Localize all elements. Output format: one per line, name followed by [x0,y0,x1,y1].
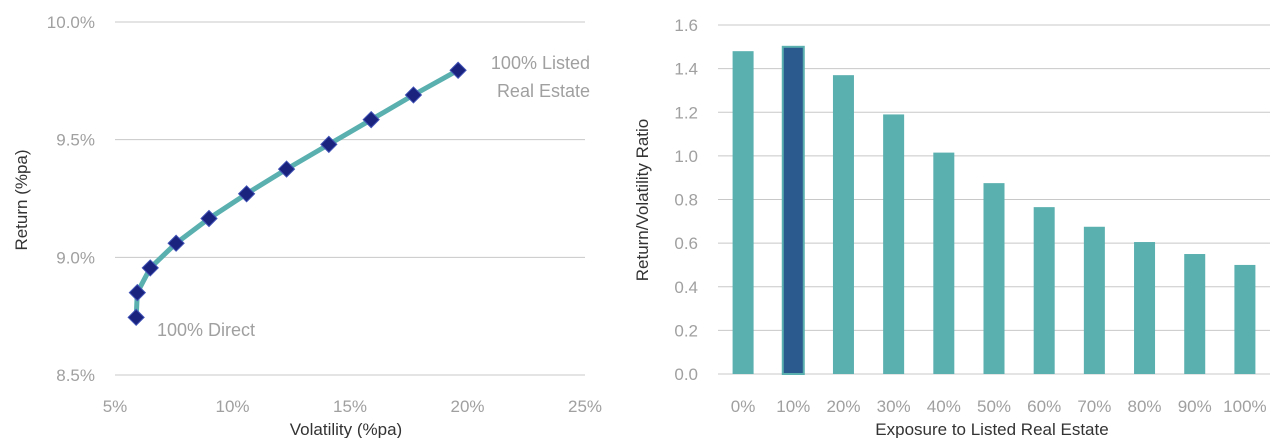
annotation-listed-line2: Real Estate [497,81,590,101]
right-y-axis-title: Return/Volatility Ratio [633,119,652,282]
right-x-tick-label: 50% [977,397,1011,416]
bar-90pct [1184,254,1206,374]
data-point-marker [128,283,147,302]
right-x-tick-label: 30% [877,397,911,416]
bar-80pct [1134,242,1156,374]
right-x-axis-title: Exposure to Listed Real Estate [875,420,1108,438]
data-point-marker [141,259,159,277]
left-x-tick-label: 5% [103,397,128,416]
right-y-tick-label: 0.4 [674,278,698,297]
left-y-tick-label: 10.0% [47,13,95,32]
data-point-marker [320,135,338,154]
left-x-axis-title: Volatility (%pa) [290,420,402,438]
data-point-marker [404,86,423,104]
data-point-marker [127,308,145,327]
right-y-tick-label: 1.4 [674,60,698,79]
right-x-tick-label: 80% [1128,397,1162,416]
data-point-marker [200,209,218,228]
left-y-tick-label: 9.0% [56,248,95,267]
left-x-tick-label: 25% [568,397,602,416]
frontier-chart: 8.5% 9.0% 9.5% 10.0% 5% 10% 15% 20% 25% 100% Di… [12,13,602,438]
annotation-direct: 100% Direct [157,320,255,340]
bar-30pct [883,114,905,375]
data-point-marker [449,61,467,79]
annotation-listed-line1: 100% Listed [491,53,590,73]
bar-100pct [1234,264,1256,374]
left-x-tick-label: 20% [450,397,484,416]
bar-60pct [1033,207,1055,374]
right-x-tick-label: 60% [1027,397,1061,416]
right-x-tick-label: 10% [776,397,810,416]
right-x-tick-label: 40% [927,397,961,416]
left-x-tick-label: 15% [333,397,367,416]
bar-40pct [933,152,955,374]
left-x-tick-label: 10% [215,397,249,416]
bar-20pct [832,75,854,374]
right-x-tick-label: 70% [1077,397,1111,416]
right-y-tick-label: 1.2 [674,103,698,122]
left-y-tick-label: 8.5% [56,366,95,385]
bar-50pct [983,183,1005,374]
left-y-axis-title: Return (%pa) [12,149,31,250]
data-point-marker [167,234,185,252]
bar-70pct [1083,226,1105,374]
right-y-tick-label: 0.0 [674,365,698,384]
right-y-tick-label: 1.0 [674,147,698,166]
right-y-tick-label: 0.8 [674,191,698,210]
data-point-marker [362,110,380,129]
data-point-marker [237,185,256,203]
left-y-tick-label: 9.5% [56,131,95,150]
right-x-tick-label: 90% [1178,397,1212,416]
bar-10pct [781,45,805,375]
right-x-tick-label: 100% [1223,397,1266,416]
bar-0pct [732,51,754,375]
data-point-marker [277,160,296,178]
right-y-tick-label: 0.2 [674,321,698,340]
ratio-bar-chart: 0.0 0.2 0.4 0.6 0.8 1.0 1.2 1.4 1.6 0% 10% 20% 30% 4… [633,16,1270,438]
right-y-tick-label: 0.6 [674,234,698,253]
right-y-tick-label: 1.6 [674,16,698,35]
right-x-tick-label: 20% [826,397,860,416]
frontier-line [133,67,461,320]
right-x-tick-label: 0% [731,397,756,416]
